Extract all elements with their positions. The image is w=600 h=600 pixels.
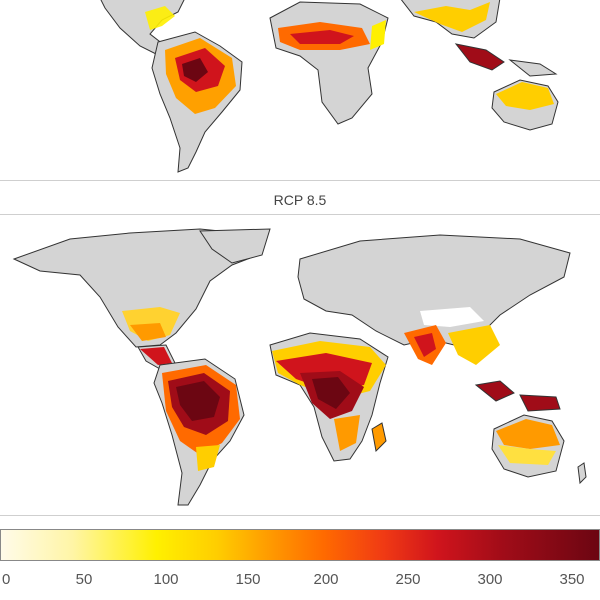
colorbar-tick-label: 0 [2,571,11,588]
colorbar-tick-label: 150 [235,571,261,588]
heat-amazon-peak [176,381,220,421]
colorbar-tick-label: 50 [75,571,93,588]
heat-north-australia [496,419,560,449]
heat-australia [496,82,554,110]
colorbar-tick-label: 200 [313,571,339,588]
heat-india-core [414,333,436,357]
landmass-indonesia [474,380,561,412]
landmass-new-guinea [508,59,558,77]
colorbar-tick-label: 100 [153,571,179,588]
heat-southeast-asia [448,325,500,365]
landmass-greenland [199,228,271,264]
heat-east-africa [370,20,386,50]
landmass-north-america [12,228,261,348]
colorbar [0,529,600,561]
heat-east-africa [334,415,360,451]
heat-china-plateau [420,307,484,327]
heat-amazon-peak [182,58,208,82]
heat-south-asia [414,2,490,32]
heat-central-america [140,347,172,365]
heat-congo-peak [312,377,350,409]
landmass-new-zealand [577,462,587,485]
world-map-bottom [12,228,587,506]
colorbar-tick-label: 300 [477,571,503,588]
heat-indonesia [454,43,505,71]
scenario-title: RCP 8.5 [273,192,327,208]
heat-central-america [145,6,175,30]
world-map-top [100,0,559,173]
colorbar-tick-label: 350 [559,571,585,588]
map-panel-top [0,0,600,181]
heat-central-australia [498,445,556,465]
map-panel-bottom [0,214,600,516]
heat-sahel-core [290,30,354,44]
heat-gulf-coast [130,323,166,341]
landmass-africa [269,1,389,125]
colorbar-tick-label: 250 [395,571,421,588]
heat-southern-brazil [196,445,220,471]
landmass-madagascar [371,422,387,453]
